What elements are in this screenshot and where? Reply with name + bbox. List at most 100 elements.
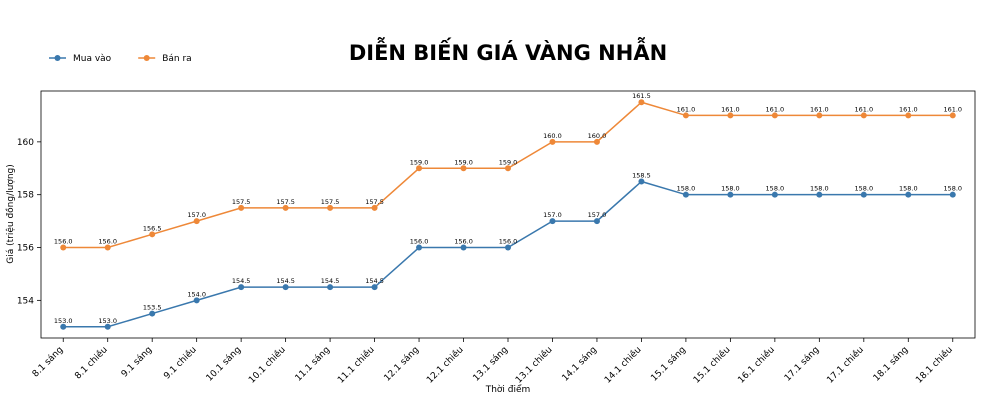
value-label: 161.0: [943, 105, 962, 113]
x-tick-label: 11.1 sáng: [294, 345, 333, 384]
x-tick-label: 11.1 chiều: [335, 344, 376, 385]
value-label: 159.0: [499, 158, 518, 166]
point: [104, 323, 111, 330]
value-label: 154.5: [321, 277, 340, 285]
x-tick-label: 15.1 sáng: [649, 345, 688, 384]
point: [593, 218, 600, 225]
y-tick-label: 154: [17, 296, 34, 306]
legend-label: Mua vào: [73, 54, 112, 64]
point: [816, 191, 823, 198]
value-label: 158.0: [677, 185, 696, 193]
point: [860, 112, 867, 119]
point: [638, 99, 645, 106]
x-tick-label: 14.1 sáng: [561, 345, 600, 384]
point: [549, 138, 556, 145]
value-label: 161.0: [810, 105, 829, 113]
value-label: 156.0: [410, 238, 429, 246]
point: [638, 178, 645, 185]
value-label: 161.0: [855, 105, 874, 113]
point: [327, 284, 334, 291]
value-label: 159.0: [454, 158, 473, 166]
point: [682, 112, 689, 119]
point: [593, 138, 600, 145]
point: [549, 218, 556, 225]
point: [238, 204, 245, 211]
value-label: 158.5: [632, 171, 651, 179]
point: [771, 112, 778, 119]
point: [460, 165, 467, 172]
point: [771, 191, 778, 198]
series-line: [63, 101, 953, 249]
point: [282, 204, 289, 211]
y-tick-label: 156: [17, 244, 34, 254]
point: [727, 112, 734, 119]
value-label: 154.5: [276, 277, 295, 285]
point: [860, 191, 867, 198]
value-label: 157.5: [321, 198, 340, 206]
x-tick-label: 16.1 chiều: [736, 344, 777, 385]
x-tick-label: 18.1 chiều: [914, 344, 955, 385]
legend-marker: [143, 55, 150, 61]
x-tick-label: 14.1 chiều: [602, 344, 643, 385]
value-label: 154.0: [187, 290, 206, 298]
point: [371, 284, 378, 291]
point: [949, 191, 956, 198]
y-tick-label: 158: [17, 191, 34, 201]
value-label: 154.5: [232, 277, 251, 285]
x-tick-label: 13.1 sáng: [472, 345, 511, 384]
value-label: 157.0: [588, 211, 607, 219]
value-label: 157.5: [232, 198, 251, 206]
point: [104, 244, 111, 251]
point: [193, 297, 200, 304]
point: [682, 191, 689, 198]
y-axis-label: Giá (triệu đồng/lượng): [5, 164, 16, 264]
value-label: 157.0: [187, 211, 206, 219]
value-label: 156.0: [454, 238, 473, 246]
value-label: 158.0: [721, 185, 740, 193]
point: [905, 112, 912, 119]
value-label: 161.0: [899, 105, 918, 113]
point: [460, 244, 467, 251]
value-label: 153.0: [98, 317, 117, 325]
value-label: 158.0: [855, 185, 874, 193]
point: [416, 244, 423, 251]
chart-title: DIỄN BIẾN GIÁ VÀNG NHẪN: [349, 37, 667, 65]
value-label: 157.0: [543, 211, 562, 219]
value-label: 154.5: [365, 277, 384, 285]
point: [727, 191, 734, 198]
value-label: 158.0: [943, 185, 962, 193]
value-label: 158.0: [899, 185, 918, 193]
point: [505, 244, 511, 251]
value-label: 160.0: [588, 132, 607, 140]
legend-label: Bán ra: [162, 54, 191, 64]
point: [149, 310, 156, 317]
value-label: 158.0: [766, 185, 785, 193]
x-tick-label: 9.1 sáng: [120, 345, 155, 380]
x-tick-label: 9.1 chiều: [162, 344, 199, 381]
value-label: 153.5: [143, 304, 162, 312]
point: [416, 165, 423, 172]
x-tick-label: 18.1 sáng: [872, 345, 911, 384]
value-label: 161.0: [677, 105, 696, 113]
point: [282, 284, 289, 291]
value-label: 153.0: [54, 317, 73, 325]
value-label: 160.0: [543, 132, 562, 140]
value-label: 161.0: [766, 105, 785, 113]
series-line: [63, 180, 953, 328]
point: [60, 244, 67, 251]
point: [60, 323, 67, 330]
value-label: 161.5: [632, 92, 651, 100]
x-tick-label: 8.1 sáng: [31, 345, 66, 380]
x-tick-label: 10.1 sáng: [205, 345, 244, 384]
value-label: 157.5: [276, 198, 295, 206]
y-tick-label: 160: [17, 138, 34, 148]
x-tick-label: 13.1 chiều: [513, 344, 554, 385]
point: [905, 191, 912, 198]
value-label: 156.0: [499, 238, 518, 246]
value-label: 156.5: [143, 224, 162, 232]
plot-frame: [40, 90, 976, 339]
point: [816, 112, 823, 119]
value-label: 157.5: [365, 198, 384, 206]
x-tick-label: 10.1 chiều: [247, 344, 288, 385]
